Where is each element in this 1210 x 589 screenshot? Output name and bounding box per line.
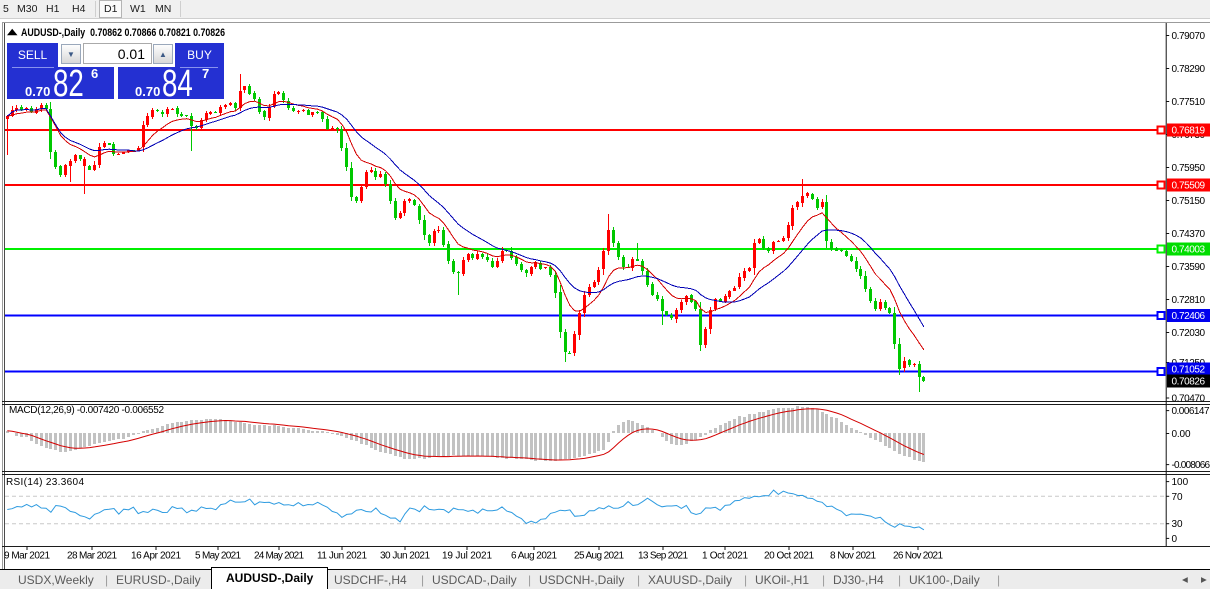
svg-text:0.73590: 0.73590 bbox=[1172, 262, 1206, 273]
svg-text:24 May 2021: 24 May 2021 bbox=[254, 551, 304, 562]
svg-text:0.79070: 0.79070 bbox=[1172, 31, 1206, 42]
svg-text:-0.008066: -0.008066 bbox=[1172, 460, 1210, 471]
svg-text:AUDUSD-,Daily 0.70862 0.70866: AUDUSD-,Daily 0.70862 0.70866 0.70821 0.… bbox=[21, 27, 225, 39]
svg-text:MACD(12,26,9) -0.007420 -0.006: MACD(12,26,9) -0.007420 -0.006552 bbox=[9, 405, 164, 416]
svg-text:6 Aug 2021: 6 Aug 2021 bbox=[511, 551, 557, 562]
svg-text:70: 70 bbox=[1172, 492, 1184, 503]
svg-text:30 Jun 2021: 30 Jun 2021 bbox=[380, 551, 430, 562]
svg-text:0.70470: 0.70470 bbox=[1172, 394, 1206, 405]
svg-text:0.72030: 0.72030 bbox=[1172, 328, 1206, 339]
svg-text:8 Nov 2021: 8 Nov 2021 bbox=[830, 551, 876, 562]
svg-text:0.72406: 0.72406 bbox=[1172, 311, 1206, 322]
svg-text:0.72810: 0.72810 bbox=[1172, 295, 1206, 306]
svg-text:0.75150: 0.75150 bbox=[1172, 196, 1206, 207]
svg-text:20 Oct 2021: 20 Oct 2021 bbox=[764, 551, 814, 562]
svg-text:0.75950: 0.75950 bbox=[1172, 163, 1206, 174]
svg-text:30: 30 bbox=[1172, 519, 1184, 530]
svg-text:0: 0 bbox=[1172, 534, 1178, 545]
svg-text:9 Mar 2021: 9 Mar 2021 bbox=[4, 551, 50, 562]
svg-text:0.006147: 0.006147 bbox=[1172, 406, 1210, 417]
svg-text:5 May 2021: 5 May 2021 bbox=[195, 551, 241, 562]
svg-text:0.74003: 0.74003 bbox=[1172, 245, 1206, 256]
svg-text:11 Jun 2021: 11 Jun 2021 bbox=[317, 551, 367, 562]
svg-text:0.76819: 0.76819 bbox=[1172, 126, 1206, 137]
svg-text:19 Jul 2021: 19 Jul 2021 bbox=[442, 551, 492, 562]
svg-text:28 Mar 2021: 28 Mar 2021 bbox=[67, 551, 117, 562]
svg-text:16 Apr 2021: 16 Apr 2021 bbox=[131, 551, 181, 562]
svg-text:0.75509: 0.75509 bbox=[1172, 181, 1206, 192]
svg-text:0.71052: 0.71052 bbox=[1172, 365, 1206, 376]
svg-text:25 Aug 2021: 25 Aug 2021 bbox=[574, 551, 624, 562]
svg-text:RSI(14) 23.3604: RSI(14) 23.3604 bbox=[6, 477, 84, 488]
svg-text:0.70826: 0.70826 bbox=[1172, 377, 1206, 388]
svg-text:26 Nov 2021: 26 Nov 2021 bbox=[893, 551, 943, 562]
svg-text:100: 100 bbox=[1172, 477, 1189, 488]
svg-text:0.00: 0.00 bbox=[1172, 429, 1191, 440]
svg-text:0.78290: 0.78290 bbox=[1172, 64, 1206, 75]
svg-text:13 Sep 2021: 13 Sep 2021 bbox=[638, 551, 688, 562]
svg-text:0.77510: 0.77510 bbox=[1172, 97, 1206, 108]
svg-text:0.74370: 0.74370 bbox=[1172, 229, 1206, 240]
svg-text:1 Oct 2021: 1 Oct 2021 bbox=[702, 551, 748, 562]
